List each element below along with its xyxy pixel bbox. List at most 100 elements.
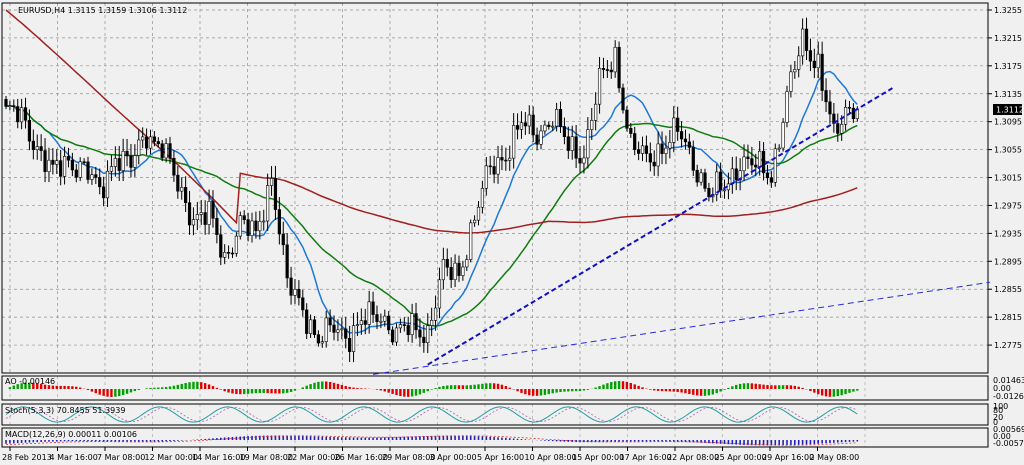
candle-body	[109, 166, 114, 172]
indicator-tick-label: 0.00	[993, 384, 1011, 393]
candle-body	[461, 266, 465, 276]
candle-body	[633, 133, 637, 150]
candle-body	[742, 156, 746, 172]
candle-body	[500, 157, 504, 161]
candle-body	[672, 117, 676, 143]
candle-body	[519, 122, 524, 130]
candle-body	[402, 324, 406, 326]
candle-body	[597, 68, 602, 105]
candle-body	[719, 171, 723, 191]
price-tick-label: 1.3175	[994, 62, 1022, 71]
panel-frame	[1, 375, 989, 401]
candle-body	[348, 338, 352, 352]
candle-body	[637, 149, 641, 154]
candle-body	[98, 177, 102, 188]
candle-body	[184, 187, 188, 203]
candle-body	[418, 329, 422, 338]
candle-body	[78, 161, 82, 178]
candle-body	[117, 158, 121, 171]
candle-body	[90, 174, 94, 180]
candle-body	[621, 87, 625, 111]
candle-body	[144, 136, 149, 149]
time-tick-label: 22 Apr 08:00	[667, 453, 719, 462]
candle-body	[828, 101, 832, 115]
indicator-tick-label: 80	[993, 406, 1003, 415]
indicator-panels	[5, 381, 859, 446]
indicator-tick-label: 0.01463	[993, 376, 1024, 385]
candle-body	[156, 141, 160, 145]
time-tick-label: 29 Apr 16:00	[762, 453, 814, 462]
candle-body	[23, 107, 28, 121]
candle-body	[39, 146, 43, 151]
time-tick-label: 12 Mar 00:00	[145, 453, 198, 462]
candle-body	[27, 119, 32, 142]
candle-body	[254, 220, 258, 232]
candle-body	[308, 319, 313, 334]
candle-body	[652, 161, 656, 167]
candle-body	[594, 103, 598, 121]
current-price-tag: 1.3112	[993, 104, 1024, 115]
candle-body	[804, 28, 809, 51]
candle-body	[191, 219, 196, 226]
candle-body	[476, 206, 481, 221]
candle-body	[332, 324, 336, 333]
candle-body	[55, 160, 59, 165]
candle-body	[43, 150, 47, 172]
grid	[2, 3, 988, 447]
price-tick-label: 1.2895	[994, 257, 1022, 266]
candle-body	[703, 172, 707, 189]
trendlines[interactable]	[372, 87, 991, 375]
candle-body	[215, 217, 219, 235]
candle-body	[656, 143, 660, 167]
candle-body	[133, 155, 137, 168]
candle-body	[590, 120, 594, 130]
candle-body	[508, 157, 512, 161]
candle-body	[51, 159, 55, 165]
candle-body	[687, 141, 691, 148]
candle-body	[230, 252, 235, 255]
candle-body	[328, 317, 332, 326]
candle-body	[226, 252, 231, 254]
candle-body	[558, 109, 563, 127]
candle-body	[820, 53, 824, 91]
candle-body	[793, 69, 797, 73]
candle-body	[676, 117, 680, 132]
candle-body	[426, 325, 430, 344]
candle-body	[555, 109, 559, 127]
panel-frame	[1, 427, 989, 448]
stoch-main-line	[5, 406, 858, 423]
candle-body	[644, 145, 649, 154]
candle-body	[750, 158, 754, 166]
candle-body	[707, 188, 711, 198]
time-tick-label: 14 Mar 16:00	[192, 453, 245, 462]
candle-body	[445, 259, 449, 268]
symbol-label: EURUSD,H4 1.3115 1.3159 1.3106 1.3112	[18, 6, 187, 15]
candle-body	[125, 151, 129, 157]
candle-body	[582, 157, 586, 164]
candle-body	[769, 177, 773, 183]
candle-body	[785, 91, 789, 123]
candle-body	[695, 169, 699, 183]
candle-body	[262, 220, 266, 223]
candle-body	[457, 262, 461, 276]
candle-body	[250, 220, 254, 236]
candle-body	[512, 125, 516, 159]
candle-body	[367, 301, 371, 325]
candle-body	[195, 214, 199, 220]
candle-body	[449, 266, 453, 281]
candle-body	[371, 301, 375, 315]
candle-body	[62, 156, 67, 177]
candle-body	[754, 164, 758, 168]
candle-body	[629, 128, 633, 134]
candle-body	[74, 169, 78, 178]
price-tick-label: 1.2975	[994, 201, 1022, 210]
time-tick-label: 2 May 08:00	[810, 453, 860, 462]
candle-body	[211, 201, 215, 219]
candle-body	[20, 107, 24, 123]
candle-body	[781, 122, 785, 149]
ao-label: AO -0.00146	[5, 377, 55, 386]
candle-body	[789, 71, 793, 92]
